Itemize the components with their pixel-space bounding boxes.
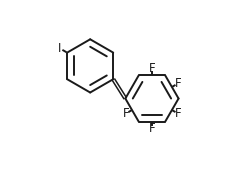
Text: F: F (149, 122, 155, 135)
Text: F: F (123, 107, 129, 120)
Text: I: I (58, 42, 62, 55)
Text: F: F (175, 77, 182, 90)
Text: F: F (175, 107, 182, 120)
Text: F: F (149, 62, 155, 75)
